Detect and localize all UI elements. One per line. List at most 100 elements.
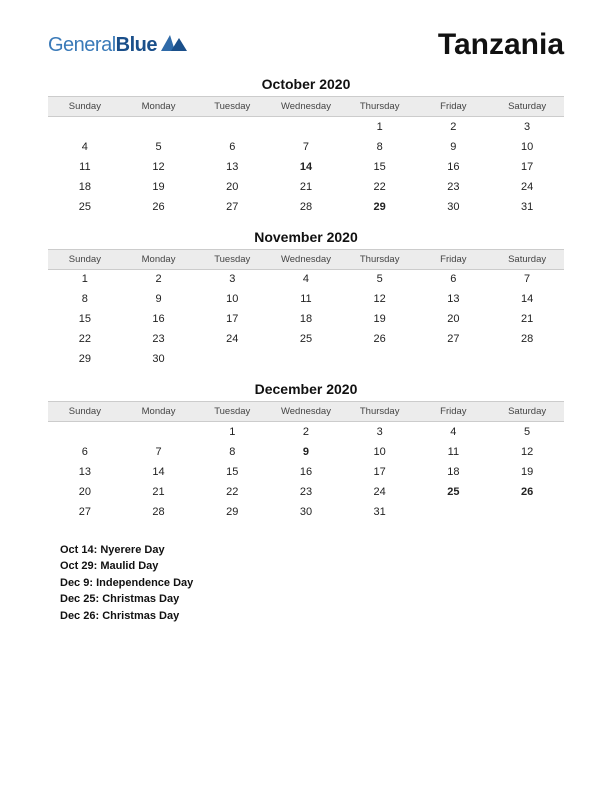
table-row: 45678910 [48, 137, 564, 157]
day-cell: 4 [417, 422, 491, 442]
day-cell: 16 [122, 309, 196, 329]
day-cell [417, 502, 491, 522]
day-cell: 12 [122, 157, 196, 177]
month-block: November 2020SundayMondayTuesdayWednesda… [48, 229, 564, 370]
day-cell: 26 [343, 329, 417, 349]
day-cell: 5 [490, 422, 564, 442]
day-cell: 3 [195, 269, 269, 289]
day-cell: 28 [122, 502, 196, 522]
day-cell: 12 [490, 442, 564, 462]
day-cell: 8 [48, 289, 122, 309]
day-cell: 14 [490, 289, 564, 309]
holiday-entry: Dec 9: Independence Day [60, 575, 564, 592]
day-cell: 26 [490, 482, 564, 502]
day-cell: 17 [343, 462, 417, 482]
day-cell: 28 [269, 197, 343, 217]
day-cell: 24 [195, 329, 269, 349]
day-cell [417, 349, 491, 369]
day-header-cell: Monday [122, 402, 196, 422]
day-header-cell: Monday [122, 249, 196, 269]
day-cell: 2 [122, 269, 196, 289]
day-cell: 29 [48, 349, 122, 369]
day-cell: 16 [269, 462, 343, 482]
day-cell [269, 117, 343, 137]
day-cell: 28 [490, 329, 564, 349]
day-cell: 17 [195, 309, 269, 329]
day-cell: 21 [269, 177, 343, 197]
day-cell: 26 [122, 197, 196, 217]
table-row: 2930 [48, 349, 564, 369]
table-row: 6789101112 [48, 442, 564, 462]
day-cell: 15 [195, 462, 269, 482]
day-header-cell: Monday [122, 97, 196, 117]
day-cell: 20 [48, 482, 122, 502]
day-cell: 16 [417, 157, 491, 177]
table-row: 1234567 [48, 269, 564, 289]
day-header-cell: Sunday [48, 402, 122, 422]
day-cell: 20 [417, 309, 491, 329]
day-cell: 13 [195, 157, 269, 177]
day-cell: 13 [417, 289, 491, 309]
day-cell: 31 [490, 197, 564, 217]
country-title: Tanzania [438, 28, 564, 62]
day-cell: 27 [195, 197, 269, 217]
day-header-cell: Saturday [490, 402, 564, 422]
table-row: 2728293031 [48, 502, 564, 522]
table-row: 13141516171819 [48, 462, 564, 482]
day-cell: 2 [269, 422, 343, 442]
day-cell: 3 [343, 422, 417, 442]
day-cell: 3 [490, 117, 564, 137]
day-cell: 7 [122, 442, 196, 462]
day-cell: 21 [490, 309, 564, 329]
day-cell: 1 [195, 422, 269, 442]
table-row: 123 [48, 117, 564, 137]
table-row: 18192021222324 [48, 177, 564, 197]
day-cell [48, 117, 122, 137]
day-cell: 15 [48, 309, 122, 329]
day-cell: 5 [122, 137, 196, 157]
day-cell: 30 [417, 197, 491, 217]
day-cell: 19 [490, 462, 564, 482]
day-cell: 23 [417, 177, 491, 197]
day-cell: 8 [195, 442, 269, 462]
day-cell: 9 [122, 289, 196, 309]
brand-logo: GeneralBlue [48, 33, 187, 58]
day-cell: 29 [343, 197, 417, 217]
day-cell [490, 349, 564, 369]
day-cell: 30 [269, 502, 343, 522]
day-cell: 1 [48, 269, 122, 289]
day-cell: 9 [269, 442, 343, 462]
day-cell [195, 117, 269, 137]
month-title: October 2020 [48, 76, 564, 92]
table-row: 25262728293031 [48, 197, 564, 217]
table-row: 11121314151617 [48, 157, 564, 177]
day-cell: 6 [48, 442, 122, 462]
day-header-cell: Friday [417, 402, 491, 422]
day-cell: 22 [195, 482, 269, 502]
day-cell: 11 [48, 157, 122, 177]
day-cell: 19 [343, 309, 417, 329]
logo-text-part2: Blue [116, 34, 157, 56]
table-row: 12345 [48, 422, 564, 442]
day-header-cell: Thursday [343, 249, 417, 269]
day-header-cell: Tuesday [195, 402, 269, 422]
day-cell: 24 [490, 177, 564, 197]
day-cell: 10 [343, 442, 417, 462]
day-header-cell: Wednesday [269, 249, 343, 269]
day-cell: 18 [417, 462, 491, 482]
day-cell: 29 [195, 502, 269, 522]
day-cell: 2 [417, 117, 491, 137]
holiday-entry: Oct 14: Nyerere Day [60, 542, 564, 559]
day-cell: 17 [490, 157, 564, 177]
day-header-cell: Tuesday [195, 249, 269, 269]
day-cell [122, 422, 196, 442]
logo-triangles-icon [161, 33, 187, 58]
day-cell: 4 [269, 269, 343, 289]
day-cell: 4 [48, 137, 122, 157]
day-cell: 13 [48, 462, 122, 482]
day-cell: 15 [343, 157, 417, 177]
day-header-cell: Tuesday [195, 97, 269, 117]
day-cell: 24 [343, 482, 417, 502]
month-block: October 2020SundayMondayTuesdayWednesday… [48, 76, 564, 217]
day-cell: 9 [417, 137, 491, 157]
